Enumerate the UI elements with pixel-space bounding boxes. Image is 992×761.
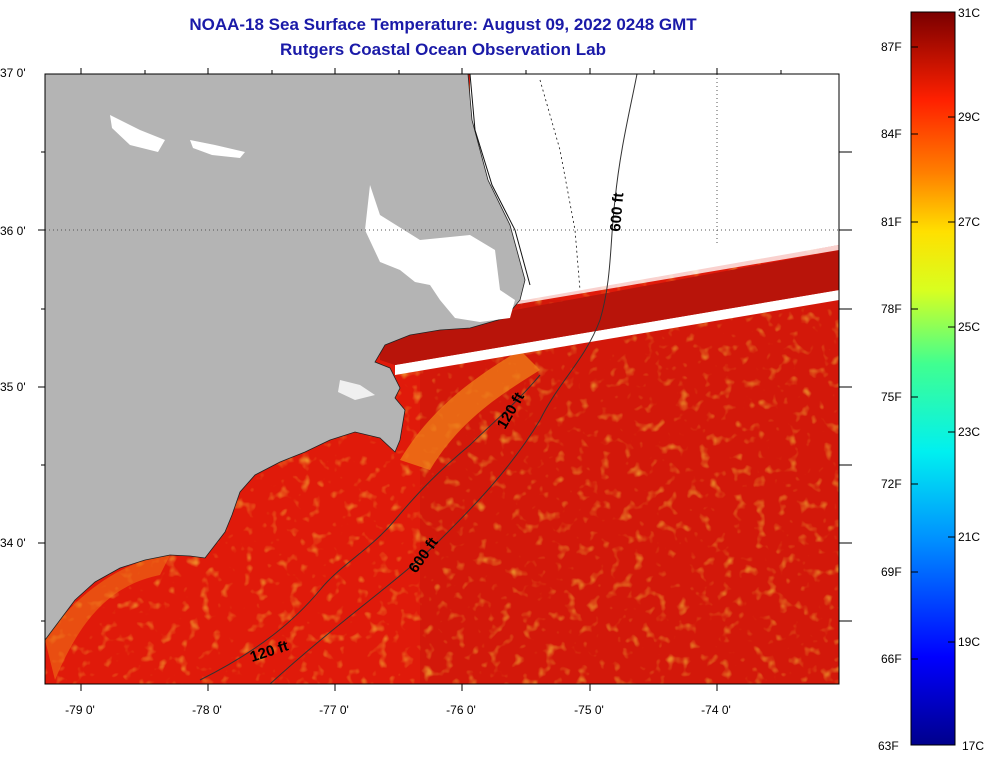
- lon-label-75: -75 0': [574, 703, 604, 717]
- cb-c-27: 27C: [958, 215, 981, 229]
- colorbar-ticks: [911, 46, 955, 660]
- lon-label-79: -79 0': [65, 703, 95, 717]
- contour-label-600-a: 600 ft: [607, 192, 627, 233]
- cb-f-87: 87F: [881, 40, 902, 54]
- no-data-area: [470, 74, 839, 300]
- pamlico-sound: [365, 185, 515, 322]
- map-subtitle: Rutgers Coastal Ocean Observation Lab: [280, 40, 606, 59]
- lon-label-76: -76 0': [446, 703, 476, 717]
- cb-c-17: 17C: [962, 739, 985, 753]
- lat-label-37: 37 0': [0, 66, 26, 80]
- cb-f-69: 69F: [881, 565, 902, 579]
- cb-c-25: 25C: [958, 320, 981, 334]
- cb-f-75: 75F: [881, 390, 902, 404]
- cb-f-84: 84F: [881, 127, 902, 141]
- lat-label-34: 34 0': [0, 536, 26, 550]
- cb-c-23: 23C: [958, 425, 981, 439]
- cb-c-21: 21C: [958, 530, 981, 544]
- lon-label-74: -74 0': [701, 703, 731, 717]
- cb-c-29: 29C: [958, 110, 981, 124]
- map-title: NOAA-18 Sea Surface Temperature: August …: [189, 15, 697, 34]
- cb-f-63: 63F: [878, 739, 899, 753]
- contour-120ft: [199, 374, 541, 681]
- cb-f-81: 81F: [881, 215, 902, 229]
- cb-f-72: 72F: [881, 477, 902, 491]
- land-mass: [45, 74, 526, 641]
- lat-label-36: 36 0': [0, 224, 26, 238]
- cb-c-31: 31C: [958, 6, 981, 20]
- cb-f-66: 66F: [881, 652, 902, 666]
- lat-label-35: 35 0': [0, 380, 26, 394]
- cb-f-78: 78F: [881, 302, 902, 316]
- contour-600ft: [269, 74, 638, 684]
- frame-ticks: [38, 68, 852, 691]
- swath-gap: [395, 290, 839, 375]
- map-frame: [44, 73, 840, 685]
- lon-label-77: -77 0': [319, 703, 349, 717]
- color-scale-bar: [910, 11, 956, 746]
- lon-label-78: -78 0': [192, 703, 222, 717]
- cb-c-19: 19C: [958, 635, 981, 649]
